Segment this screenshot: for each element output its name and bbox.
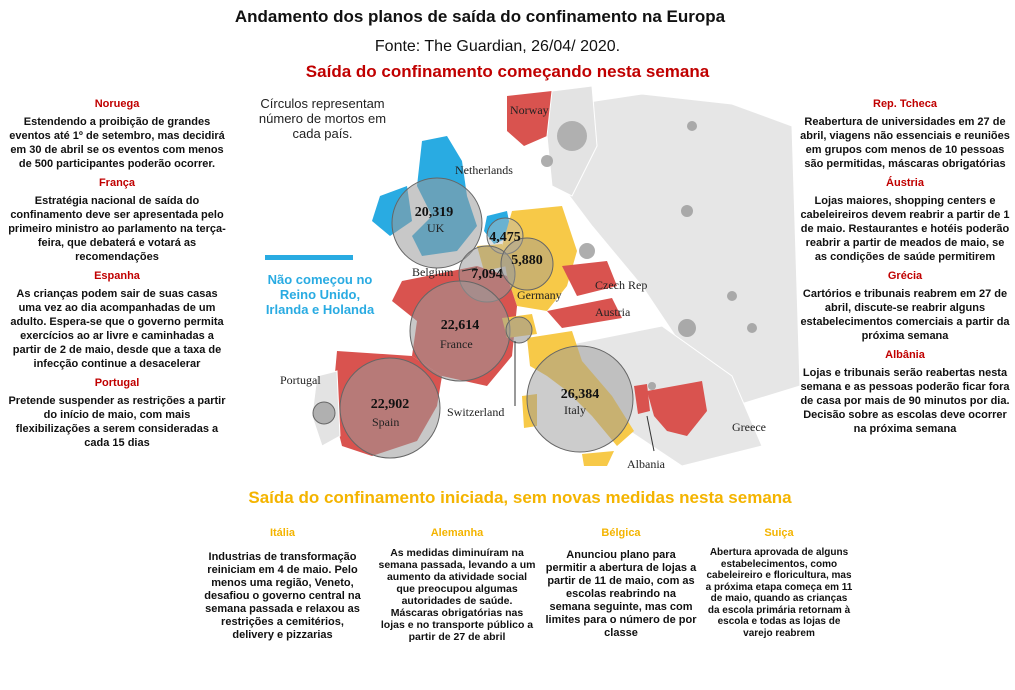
bubble-portugal (312, 401, 336, 425)
label-spain: Spain (372, 415, 399, 429)
deaths-italy: 26,384 (561, 387, 600, 402)
source-line: Fonte: The Guardian, 26/04/ 2020. (374, 38, 621, 55)
label-italy: Italy (564, 403, 586, 417)
label-germany: Germany (517, 288, 562, 302)
not-started-note: Não começou no Reino Unido, Irlanda e Ho… (265, 272, 375, 317)
bottom-block-switzerland: Suiça Abertura aprovada de alguns estabe… (705, 527, 853, 639)
country-label: França (98, 177, 136, 189)
left-column: Noruega Estendendo a proibição de grande… (8, 92, 226, 450)
country-label: Alemanha (430, 527, 484, 539)
bubble-uk (391, 177, 483, 269)
right-block-czech: Rep. Tcheca Reabertura de universidades … (800, 97, 1010, 171)
country-label: Albânia (885, 349, 925, 361)
country-label: Espanha (94, 270, 140, 282)
page-title: Andamento dos planos de saída do confina… (234, 7, 726, 26)
bubble-small-2 (681, 205, 693, 217)
leader-belgium (461, 267, 478, 272)
country-text: Lojas maiores, shopping centers e cabele… (800, 195, 1010, 263)
left-block-spain: Espanha As crianças podem sair de suas c… (8, 269, 226, 371)
label-portugal: Portugal (280, 373, 321, 387)
country-text: Cartórios e tribunais reabrem em 27 de a… (800, 288, 1010, 342)
bubble-sweden (557, 121, 587, 151)
bubble-small-8 (541, 155, 553, 167)
label-switzerland: Switzerland (447, 405, 504, 419)
country-text: Estendendo a proibição de grandes evento… (9, 116, 225, 170)
country-label: Noruega (94, 98, 140, 110)
country-label: Itália (269, 527, 296, 539)
map-austria (547, 298, 622, 328)
bubble-small-4 (727, 291, 737, 301)
legend-note: Círculos representam número de mortos em… (258, 96, 387, 141)
bubble-spain (339, 357, 441, 459)
country-label: Suiça (764, 527, 794, 539)
country-text: Industrias de transformação reiniciam em… (204, 551, 361, 641)
map-germany (502, 206, 577, 311)
country-label: Bélgica (601, 527, 641, 539)
bottom-block-italy: Itália Industrias de transformação reini… (200, 527, 365, 642)
bubble-small-3 (678, 319, 696, 337)
bubble-small-1 (579, 243, 595, 259)
right-column: Rep. Tcheca Reabertura de universidades … (800, 92, 1010, 436)
bottom-block-belgium: Bélgica Anunciou plano para permitir a a… (545, 527, 697, 640)
label-netherlands: Netherlands (455, 163, 513, 177)
country-text: Estratégia nacional de saída do confinam… (8, 195, 226, 263)
left-block-portugal: Portugal Pretende suspender as restriçõe… (8, 376, 226, 450)
country-label: Portugal (94, 377, 140, 389)
country-text: As medidas diminuíram na semana passada,… (378, 547, 536, 643)
label-belgium: Belgium (412, 265, 454, 279)
bubble-small-6 (648, 382, 656, 390)
section-yellow-heading: Saída do confinamento iniciada, sem nova… (248, 488, 792, 507)
section-red-heading: Saída do confinamento começando nesta se… (305, 62, 710, 81)
left-block-france: França Estratégia nacional de saída do c… (8, 176, 226, 264)
leader-albania (646, 415, 655, 452)
label-norway: Norway (510, 103, 549, 117)
bubble-switzerland (505, 316, 533, 344)
label-czech: Czech Rep (595, 278, 647, 292)
deaths-belgium: 7,094 (471, 267, 503, 282)
country-text: As crianças podem sair de suas casas uma… (10, 288, 224, 370)
label-uk: UK (427, 221, 445, 235)
bottom-block-germany: Alemanha As medidas diminuíram na semana… (378, 527, 536, 643)
bubble-italy (526, 345, 634, 453)
left-block-norway: Noruega Estendendo a proibição de grande… (8, 97, 226, 171)
map-czech (562, 261, 617, 296)
country-label: Áustria (886, 177, 924, 189)
deaths-netherlands: 4,475 (489, 230, 521, 245)
country-text: Reabertura de universidades em 27 de abr… (800, 116, 1010, 170)
deaths-germany: 5,880 (511, 253, 543, 268)
right-block-albania: Albânia Lojas e tribunais serão reaberta… (800, 348, 1010, 436)
label-albania: Albania (627, 457, 666, 471)
deaths-france: 22,614 (441, 318, 480, 333)
country-text: Abertura aprovada de alguns estabelecime… (705, 547, 853, 639)
right-block-austria: Áustria Lojas maiores, shopping centers … (800, 176, 1010, 264)
deaths-uk: 20,319 (415, 205, 454, 220)
bubble-germany (500, 237, 554, 291)
country-text: Lojas e tribunais serão reabertas nesta … (800, 367, 1010, 435)
europe-map: 20,319 4,475 7,094 5,880 22,614 22,902 2… (280, 86, 800, 471)
deaths-spain: 22,902 (371, 397, 410, 412)
bubble-small-7 (687, 121, 697, 131)
map-albania (634, 384, 650, 414)
country-label: Rep. Tcheca (873, 98, 937, 110)
map-sicily (582, 451, 614, 466)
death-bubbles (312, 121, 757, 459)
blue-divider (265, 255, 353, 260)
bubble-small-5 (747, 323, 757, 333)
map-greece (647, 381, 707, 436)
country-label: Grécia (887, 270, 923, 282)
label-france: France (440, 337, 473, 351)
country-text: Pretende suspender as restrições a parti… (8, 395, 226, 449)
label-austria: Austria (595, 305, 631, 319)
label-greece: Greece (732, 420, 766, 434)
right-block-greece: Grécia Cartórios e tribunais reabrem em … (800, 269, 1010, 343)
country-text: Anunciou plano para permitir a abertura … (545, 549, 697, 639)
